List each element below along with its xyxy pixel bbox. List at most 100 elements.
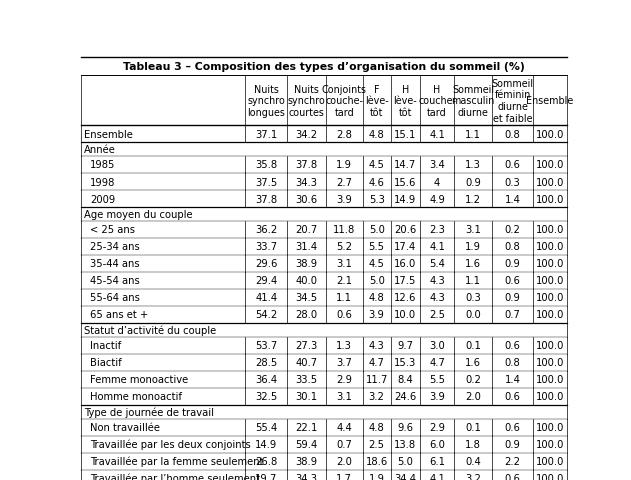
Text: 25-34 ans: 25-34 ans: [90, 242, 140, 252]
Text: 0.4: 0.4: [465, 456, 481, 466]
Text: 4.4: 4.4: [336, 422, 352, 432]
Text: 1985: 1985: [90, 160, 115, 170]
Text: 4.1: 4.1: [429, 473, 445, 480]
Text: Nuits
synchro
longues: Nuits synchro longues: [247, 84, 285, 118]
Text: 1.3: 1.3: [336, 340, 352, 350]
Text: Ensemble: Ensemble: [84, 130, 133, 140]
Text: 100.0: 100.0: [536, 340, 564, 350]
Text: 3.1: 3.1: [336, 259, 352, 269]
Text: 27.3: 27.3: [295, 340, 318, 350]
Text: 38.9: 38.9: [295, 259, 317, 269]
Text: 37.8: 37.8: [255, 194, 277, 204]
Text: 100.0: 100.0: [536, 422, 564, 432]
Text: 0.6: 0.6: [505, 473, 521, 480]
Text: 36.2: 36.2: [255, 225, 278, 235]
Text: 10.0: 10.0: [394, 310, 416, 320]
Text: 4.7: 4.7: [429, 358, 445, 368]
Text: 4.5: 4.5: [369, 259, 384, 269]
Text: 0.9: 0.9: [505, 259, 521, 269]
Text: 9.6: 9.6: [398, 422, 413, 432]
Text: 2.3: 2.3: [429, 225, 445, 235]
Text: Homme monoactif: Homme monoactif: [90, 392, 182, 401]
Text: 0.9: 0.9: [505, 439, 521, 449]
Text: 1.9: 1.9: [465, 242, 481, 252]
Text: 0.6: 0.6: [505, 392, 521, 401]
Text: 100.0: 100.0: [536, 473, 564, 480]
Text: 0.6: 0.6: [505, 276, 521, 286]
Text: 37.1: 37.1: [255, 130, 278, 140]
Text: Sommeil
féminin
diurne
et faible: Sommeil féminin diurne et faible: [492, 79, 534, 123]
Text: 1.4: 1.4: [505, 194, 521, 204]
Text: 18.6: 18.6: [365, 456, 388, 466]
Text: 0.3: 0.3: [505, 177, 521, 187]
Text: Femme monoactive: Femme monoactive: [90, 374, 189, 384]
Text: 0.6: 0.6: [505, 160, 521, 170]
Text: 55-64 ans: 55-64 ans: [90, 293, 140, 303]
Text: 100.0: 100.0: [536, 225, 564, 235]
Text: 5.5: 5.5: [369, 242, 385, 252]
Text: 4.3: 4.3: [369, 340, 384, 350]
Text: 0.2: 0.2: [505, 225, 521, 235]
Text: Tableau 3 – Composition des types d’organisation du sommeil (%): Tableau 3 – Composition des types d’orga…: [123, 62, 525, 72]
Text: 2.0: 2.0: [336, 456, 352, 466]
Text: 4.1: 4.1: [429, 242, 445, 252]
Text: Age moyen du couple: Age moyen du couple: [84, 209, 192, 219]
Text: 5.2: 5.2: [336, 242, 352, 252]
Text: 29.6: 29.6: [255, 259, 278, 269]
Text: 1.1: 1.1: [465, 130, 481, 140]
Text: 32.5: 32.5: [255, 392, 278, 401]
Text: 2.9: 2.9: [429, 422, 445, 432]
Text: 45-54 ans: 45-54 ans: [90, 276, 140, 286]
Text: 22.1: 22.1: [295, 422, 318, 432]
Text: 100.0: 100.0: [536, 374, 564, 384]
Text: F
lève-
tôt: F lève- tôt: [365, 84, 389, 118]
Text: 36.4: 36.4: [255, 374, 277, 384]
Text: 4.5: 4.5: [369, 160, 384, 170]
Text: 16.0: 16.0: [394, 259, 416, 269]
Text: 14.9: 14.9: [255, 439, 278, 449]
Text: 33.5: 33.5: [295, 374, 317, 384]
Text: 35-44 ans: 35-44 ans: [90, 259, 139, 269]
Text: 1.3: 1.3: [465, 160, 481, 170]
Text: H
lève-
tôt: H lève- tôt: [394, 84, 417, 118]
Text: 30.1: 30.1: [295, 392, 317, 401]
Text: 12.6: 12.6: [394, 293, 416, 303]
Text: 6.0: 6.0: [429, 439, 445, 449]
Text: 4.3: 4.3: [429, 293, 445, 303]
Text: 14.7: 14.7: [394, 160, 416, 170]
Text: 1.1: 1.1: [336, 293, 352, 303]
Text: 3.9: 3.9: [429, 392, 445, 401]
Text: 0.9: 0.9: [465, 177, 481, 187]
Text: 100.0: 100.0: [536, 160, 564, 170]
Text: 4.3: 4.3: [429, 276, 445, 286]
Text: 1.2: 1.2: [465, 194, 481, 204]
Text: 5.0: 5.0: [369, 276, 384, 286]
Text: 100.0: 100.0: [536, 310, 564, 320]
Text: 1.1: 1.1: [465, 276, 481, 286]
Text: 13.8: 13.8: [394, 439, 416, 449]
Text: 1.4: 1.4: [505, 374, 521, 384]
Text: Travaillée par les deux conjoints: Travaillée par les deux conjoints: [90, 439, 251, 449]
Text: 8.4: 8.4: [398, 374, 413, 384]
Text: 28.0: 28.0: [295, 310, 317, 320]
Text: 3.0: 3.0: [429, 340, 445, 350]
Text: 38.9: 38.9: [295, 456, 317, 466]
Text: 100.0: 100.0: [536, 456, 564, 466]
Text: 2009: 2009: [90, 194, 115, 204]
Text: 65 ans et +: 65 ans et +: [90, 310, 148, 320]
Text: 34.2: 34.2: [295, 130, 317, 140]
Text: 34.5: 34.5: [295, 293, 317, 303]
Text: 0.8: 0.8: [505, 130, 521, 140]
Text: 0.2: 0.2: [465, 374, 481, 384]
Text: Année: Année: [84, 145, 115, 155]
Text: 17.4: 17.4: [394, 242, 416, 252]
Text: 100.0: 100.0: [536, 358, 564, 368]
Text: 37.5: 37.5: [255, 177, 278, 187]
Text: 100.0: 100.0: [536, 276, 564, 286]
Text: 15.3: 15.3: [394, 358, 416, 368]
Text: 2.7: 2.7: [336, 177, 352, 187]
Text: 31.4: 31.4: [295, 242, 317, 252]
Text: 54.2: 54.2: [255, 310, 278, 320]
Text: 9.7: 9.7: [398, 340, 413, 350]
Text: 0.1: 0.1: [465, 422, 481, 432]
